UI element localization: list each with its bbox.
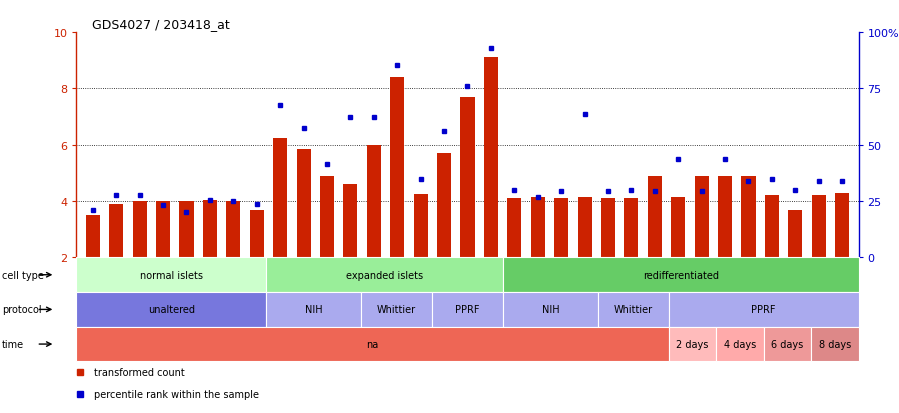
FancyBboxPatch shape — [669, 292, 859, 327]
Text: redifferentiated: redifferentiated — [643, 270, 719, 280]
FancyBboxPatch shape — [503, 292, 598, 327]
Bar — [343, 185, 358, 258]
Text: percentile rank within the sample: percentile rank within the sample — [93, 389, 259, 399]
Text: Whittier: Whittier — [377, 305, 416, 315]
Bar — [765, 196, 779, 258]
Bar — [227, 202, 240, 258]
FancyBboxPatch shape — [717, 327, 764, 361]
Bar — [203, 200, 217, 258]
FancyBboxPatch shape — [76, 327, 669, 361]
Bar — [648, 176, 662, 258]
Text: cell type: cell type — [2, 270, 44, 280]
Text: 6 days: 6 days — [771, 339, 804, 349]
Bar — [788, 210, 802, 258]
FancyBboxPatch shape — [360, 292, 432, 327]
Bar — [367, 145, 381, 258]
FancyBboxPatch shape — [266, 292, 360, 327]
Text: protocol: protocol — [2, 305, 41, 315]
Text: normal islets: normal islets — [139, 270, 202, 280]
Bar — [85, 216, 100, 258]
Text: 4 days: 4 days — [724, 339, 756, 349]
Bar — [625, 199, 638, 258]
Bar — [695, 176, 708, 258]
Bar — [718, 176, 732, 258]
Bar — [507, 199, 521, 258]
Bar — [577, 197, 592, 258]
FancyBboxPatch shape — [669, 327, 717, 361]
FancyBboxPatch shape — [76, 292, 266, 327]
Text: PPRF: PPRF — [752, 305, 776, 315]
Text: 8 days: 8 days — [819, 339, 851, 349]
FancyBboxPatch shape — [266, 258, 503, 292]
Bar — [273, 138, 287, 258]
Text: na: na — [367, 339, 378, 349]
Bar — [601, 199, 615, 258]
Bar — [180, 202, 193, 258]
Bar — [554, 199, 568, 258]
Bar — [484, 58, 498, 258]
Text: Whittier: Whittier — [614, 305, 653, 315]
Text: expanded islets: expanded islets — [346, 270, 423, 280]
Bar — [530, 197, 545, 258]
Text: time: time — [2, 339, 24, 349]
Text: PPRF: PPRF — [455, 305, 480, 315]
Bar — [133, 202, 147, 258]
FancyBboxPatch shape — [76, 258, 266, 292]
FancyBboxPatch shape — [598, 292, 669, 327]
Bar — [250, 210, 263, 258]
Text: NIH: NIH — [305, 305, 322, 315]
Bar — [390, 78, 405, 258]
Bar — [812, 196, 826, 258]
Text: unaltered: unaltered — [147, 305, 195, 315]
Bar — [672, 197, 685, 258]
Bar — [109, 204, 123, 258]
Text: GDS4027 / 203418_at: GDS4027 / 203418_at — [92, 17, 230, 31]
FancyBboxPatch shape — [432, 292, 503, 327]
FancyBboxPatch shape — [811, 327, 859, 361]
Bar — [320, 176, 334, 258]
Bar — [437, 154, 451, 258]
Bar — [835, 193, 850, 258]
FancyBboxPatch shape — [764, 327, 811, 361]
Bar — [460, 97, 475, 258]
FancyBboxPatch shape — [503, 258, 859, 292]
Bar — [414, 195, 428, 258]
Text: NIH: NIH — [541, 305, 559, 315]
Bar — [297, 150, 310, 258]
Bar — [156, 202, 170, 258]
Text: transformed count: transformed count — [93, 367, 184, 377]
Bar — [742, 176, 755, 258]
Text: 2 days: 2 days — [676, 339, 708, 349]
